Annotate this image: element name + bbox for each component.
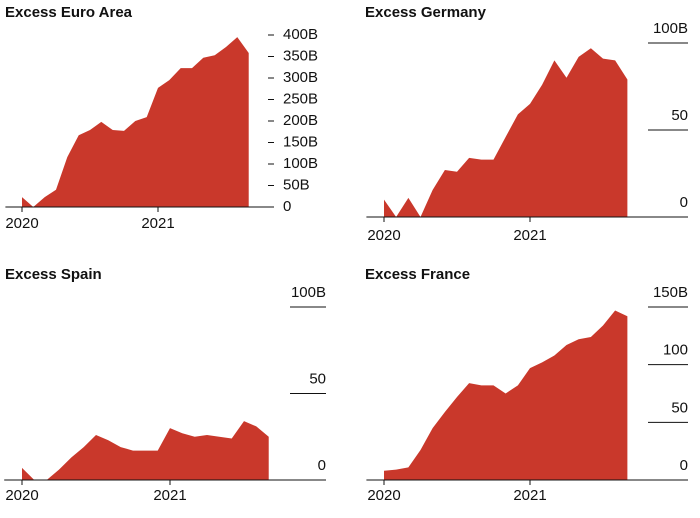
y-tick-label: 300B <box>283 69 318 86</box>
y-tick-label: 0 <box>318 457 326 474</box>
y-tick-label: 150B <box>283 133 318 150</box>
y-tick-label: 400B <box>283 26 318 43</box>
y-tick-label: 100B <box>653 20 688 37</box>
panel-title: Excess Germany <box>365 4 487 21</box>
x-tick-label: 2020 <box>367 227 400 244</box>
x-tick-label: 2020 <box>5 215 38 232</box>
area <box>384 48 628 217</box>
panel-title: Excess Spain <box>5 266 102 283</box>
y-tick-label: 0 <box>283 198 291 215</box>
panel-title: Excess France <box>365 266 470 283</box>
area <box>22 421 269 480</box>
y-tick-label: 250B <box>283 90 318 107</box>
x-tick-label: 2021 <box>141 215 174 232</box>
y-tick-label: 50 <box>671 107 688 124</box>
x-tick-label: 2021 <box>513 227 546 244</box>
panel-title: Excess Euro Area <box>5 4 133 21</box>
area <box>22 37 249 208</box>
x-tick-label: 2020 <box>367 487 400 504</box>
y-tick-label: 150B <box>653 284 688 301</box>
x-tick-label: 2020 <box>5 487 38 504</box>
y-tick-label: 0 <box>680 194 688 211</box>
y-tick-label: 100B <box>283 155 318 172</box>
area <box>384 310 628 480</box>
y-tick-label: 100B <box>291 284 326 301</box>
x-tick-label: 2021 <box>153 487 186 504</box>
x-tick-label: 2021 <box>513 487 546 504</box>
y-tick-label: 50 <box>309 370 326 387</box>
y-tick-label: 100 <box>663 342 688 359</box>
y-tick-label: 50 <box>671 399 688 416</box>
y-tick-label: 50B <box>283 176 310 193</box>
y-tick-label: 200B <box>283 112 318 129</box>
y-tick-label: 0 <box>680 457 688 474</box>
y-tick-label: 350B <box>283 47 318 64</box>
